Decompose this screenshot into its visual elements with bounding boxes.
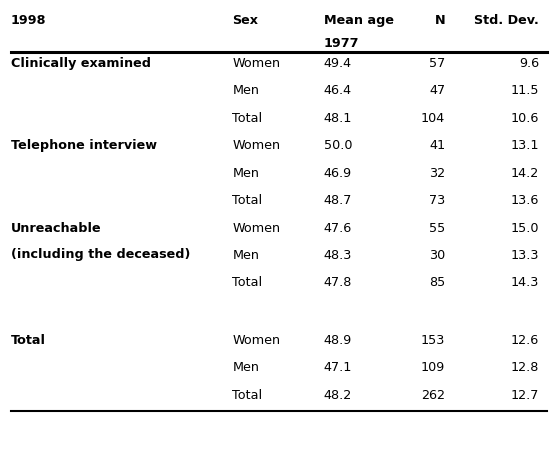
Text: Total: Total: [232, 389, 262, 402]
Text: 48.9: 48.9: [324, 334, 352, 347]
Text: 47: 47: [429, 84, 445, 97]
Text: 47.1: 47.1: [324, 361, 352, 375]
Text: 48.1: 48.1: [324, 112, 352, 125]
Text: N: N: [435, 14, 445, 27]
Text: Total: Total: [232, 276, 262, 289]
Text: Women: Women: [232, 139, 280, 152]
Text: Total: Total: [232, 112, 262, 125]
Text: Men: Men: [232, 166, 259, 180]
Text: 14.3: 14.3: [511, 276, 539, 289]
Text: (including the deceased): (including the deceased): [11, 247, 190, 261]
Text: 104: 104: [421, 112, 445, 125]
Text: 49.4: 49.4: [324, 57, 352, 70]
Text: Men: Men: [232, 249, 259, 262]
Text: Total: Total: [232, 194, 262, 207]
Text: Sex: Sex: [232, 14, 258, 27]
Text: 11.5: 11.5: [510, 84, 539, 97]
Text: Men: Men: [232, 84, 259, 97]
Text: Women: Women: [232, 221, 280, 235]
Text: 48.2: 48.2: [324, 389, 352, 402]
Text: 50.0: 50.0: [324, 139, 352, 152]
Text: 10.6: 10.6: [511, 112, 539, 125]
Text: 262: 262: [421, 389, 445, 402]
Text: 13.6: 13.6: [511, 194, 539, 207]
Text: 55: 55: [429, 221, 445, 235]
Text: 12.7: 12.7: [511, 389, 539, 402]
Text: 32: 32: [429, 166, 445, 180]
Text: 1998: 1998: [11, 14, 46, 27]
Text: 30: 30: [429, 249, 445, 262]
Text: 57: 57: [429, 57, 445, 70]
Text: Total: Total: [11, 334, 46, 347]
Text: 153: 153: [421, 334, 445, 347]
Text: Women: Women: [232, 334, 280, 347]
Text: 41: 41: [429, 139, 445, 152]
Text: Telephone interview: Telephone interview: [11, 139, 157, 152]
Text: 12.6: 12.6: [511, 334, 539, 347]
Text: Std. Dev.: Std. Dev.: [474, 14, 539, 27]
Text: 48.3: 48.3: [324, 249, 352, 262]
Text: 12.8: 12.8: [511, 361, 539, 375]
Text: 13.1: 13.1: [510, 139, 539, 152]
Text: 85: 85: [429, 276, 445, 289]
Text: Men: Men: [232, 361, 259, 375]
Text: Unreachable: Unreachable: [11, 221, 102, 235]
Text: 109: 109: [421, 361, 445, 375]
Text: Mean age: Mean age: [324, 14, 394, 27]
Text: Clinically examined: Clinically examined: [11, 57, 151, 70]
Text: Women: Women: [232, 57, 280, 70]
Text: 15.0: 15.0: [510, 221, 539, 235]
Text: 48.7: 48.7: [324, 194, 352, 207]
Text: 9.6: 9.6: [519, 57, 539, 70]
Text: 47.6: 47.6: [324, 221, 352, 235]
Text: 46.4: 46.4: [324, 84, 352, 97]
Text: 1977: 1977: [324, 37, 359, 50]
Text: 14.2: 14.2: [511, 166, 539, 180]
Text: 13.3: 13.3: [510, 249, 539, 262]
Text: 73: 73: [429, 194, 445, 207]
Text: 46.9: 46.9: [324, 166, 352, 180]
Text: 47.8: 47.8: [324, 276, 352, 289]
